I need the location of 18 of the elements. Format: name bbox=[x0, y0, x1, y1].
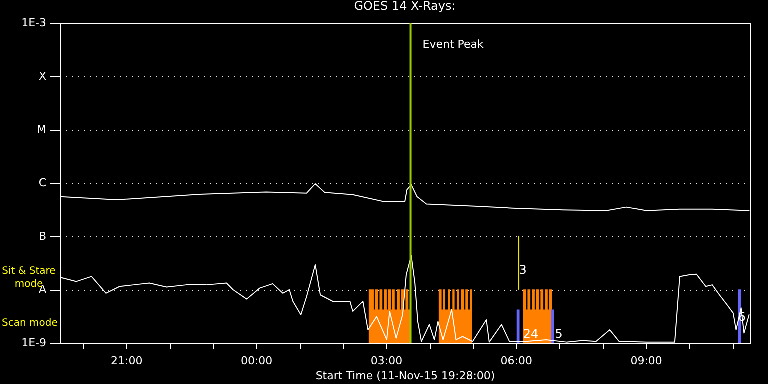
x-tick-label: 06:00 bbox=[500, 354, 532, 368]
y-tick-label: C bbox=[38, 176, 47, 190]
y-tick-label: 1E-3 bbox=[22, 16, 46, 30]
annotation: 5 bbox=[555, 327, 563, 341]
y-tick-label: 1E-9 bbox=[22, 336, 46, 350]
annotation: 3 bbox=[519, 263, 527, 277]
chart-title: GOES 14 X-Rays: bbox=[354, 0, 456, 13]
x-tick-label: 09:00 bbox=[630, 354, 662, 368]
ref-line-label: Event Peak bbox=[422, 38, 485, 51]
x-axis-title: Start Time (11-Nov-15 19:28:00) bbox=[316, 370, 496, 382]
text: Scan mode bbox=[2, 318, 58, 329]
y-tick-label: B bbox=[38, 230, 46, 243]
x-tick-label: 03:00 bbox=[370, 354, 403, 368]
annotation: 24 bbox=[523, 327, 539, 341]
x-tick-label: 21:00 bbox=[111, 354, 143, 368]
y-tick-label: M bbox=[37, 123, 46, 136]
x-tick-label: 00:00 bbox=[240, 354, 273, 368]
y-tick-label: X bbox=[38, 70, 47, 83]
